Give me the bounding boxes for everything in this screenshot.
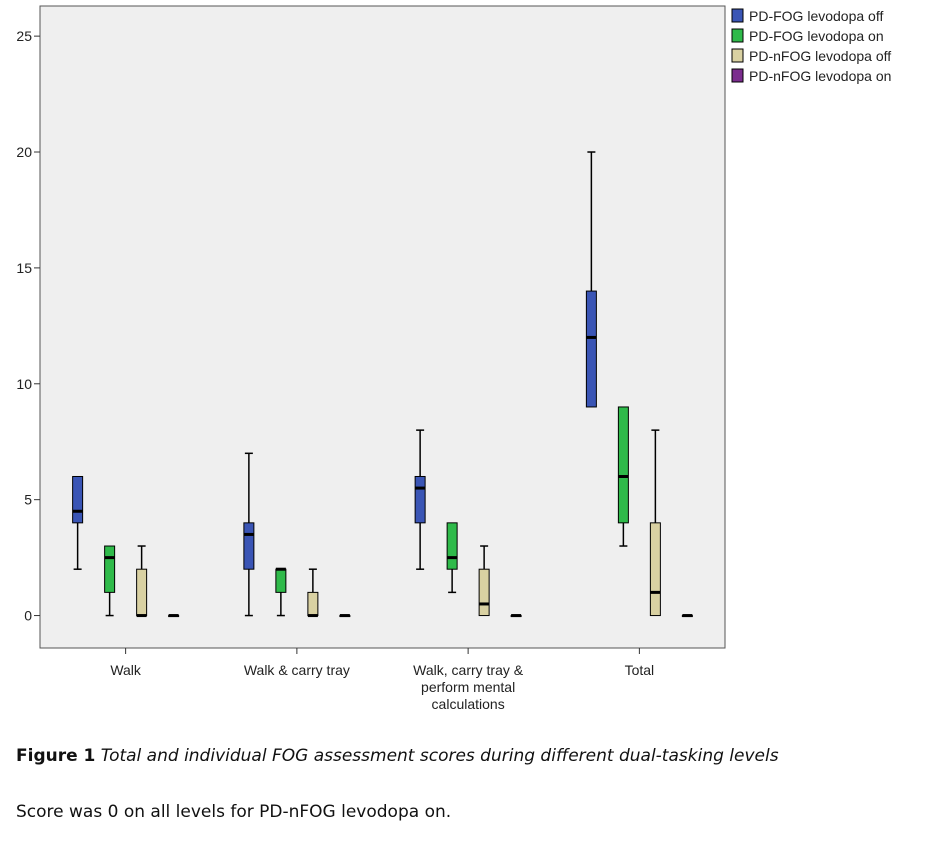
legend-swatch [731,48,744,63]
box-2-3 [649,429,661,617]
box-1-3 [617,406,629,547]
y-tick-label: 15 [16,260,32,276]
legend-label: PD-nFOG levodopa off [749,48,891,64]
box [104,545,116,593]
x-tick-label: Walk [110,662,142,678]
box-3-0 [168,614,180,618]
box [478,568,490,617]
y-tick-label: 20 [16,144,32,160]
box-2-0 [136,545,148,618]
y-tick-label: 5 [24,492,32,508]
box [585,290,597,408]
box [307,591,319,617]
box-1-0 [104,545,116,617]
box [72,475,84,524]
x-tick-label: Walk & carry tray [244,662,350,678]
box-0-3 [585,151,597,408]
box-1-1 [275,567,287,617]
x-tick-label: calculations [432,696,505,712]
box [649,522,661,617]
y-tick-label: 10 [16,376,32,392]
legend-label: PD-FOG levodopa off [749,8,883,24]
legend-label: PD-nFOG levodopa on [749,68,891,84]
legend: PD-FOG levodopa off PD-FOG levodopa on PD-… [731,8,891,84]
figure-note: Score was 0 on all levels for PD-nFOG le… [16,802,452,822]
legend-label: PD-FOG levodopa on [749,28,884,44]
legend-swatch [731,8,744,23]
box-2-2 [478,545,490,617]
figure-label: Figure 1 [16,746,96,766]
boxplot-chart: 0 5 10 15 20 25 Walk Walk & carry tray Walk, ca… [16,5,891,712]
legend-swatch [731,68,744,83]
box-0-1 [243,452,255,617]
box-0-0 [72,475,84,570]
x-tick-label: Total [625,662,655,678]
box [617,406,629,524]
box [275,568,287,593]
box [414,475,426,524]
box-1-2 [446,522,458,594]
box [243,522,255,570]
box-2-1 [307,568,319,618]
box [136,568,148,617]
y-tick-label: 25 [16,28,32,44]
box-3-1 [339,614,351,618]
plot-area [39,5,726,649]
box-3-2 [510,614,522,618]
box [446,522,458,570]
x-axis: Walk Walk & carry tray Walk, carry tray &p… [110,648,654,712]
box-3-3 [681,614,693,618]
x-tick-label: Walk, carry tray & [413,662,524,678]
figure-caption: Figure 1 Total and individual FOG assess… [16,746,916,766]
figure-caption-text: Total and individual FOG assessment scor… [100,746,779,766]
x-tick-label: perform mental [421,679,515,695]
box-0-2 [414,429,426,570]
legend-swatch [731,28,744,43]
y-axis: 0 5 10 15 20 25 [16,28,40,624]
y-tick-label: 0 [24,608,32,624]
box-series [72,151,693,618]
